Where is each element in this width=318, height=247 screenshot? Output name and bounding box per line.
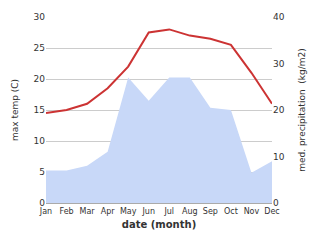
svg-text:Jun: Jun [141,207,155,216]
svg-text:0: 0 [273,198,279,208]
svg-text:Apr: Apr [101,207,116,216]
svg-text:max temp (C): max temp (C) [10,79,20,141]
svg-text:10: 10 [273,152,285,162]
svg-text:Sep: Sep [203,207,218,216]
svg-text:30: 30 [34,12,46,22]
svg-text:med. precipitation (kg/m2): med. precipitation (kg/m2) [297,48,307,172]
svg-text:Oct: Oct [224,207,238,216]
svg-text:30: 30 [273,59,285,69]
svg-text:15: 15 [34,105,45,115]
svg-text:5: 5 [39,167,45,177]
svg-text:Aug: Aug [182,207,198,216]
svg-text:0: 0 [39,198,45,208]
svg-text:Mar: Mar [80,207,96,216]
svg-text:10: 10 [34,136,46,146]
svg-text:Nov: Nov [244,207,260,216]
svg-text:date (month): date (month) [122,219,196,230]
svg-text:40: 40 [273,12,285,22]
svg-text:Dec: Dec [264,207,279,216]
svg-text:Jul: Jul [163,207,174,216]
svg-text:20: 20 [273,105,285,115]
svg-text:Jan: Jan [39,207,52,216]
svg-text:Feb: Feb [59,207,73,216]
svg-text:25: 25 [34,43,45,53]
svg-text:20: 20 [34,74,46,84]
svg-text:May: May [120,207,137,216]
